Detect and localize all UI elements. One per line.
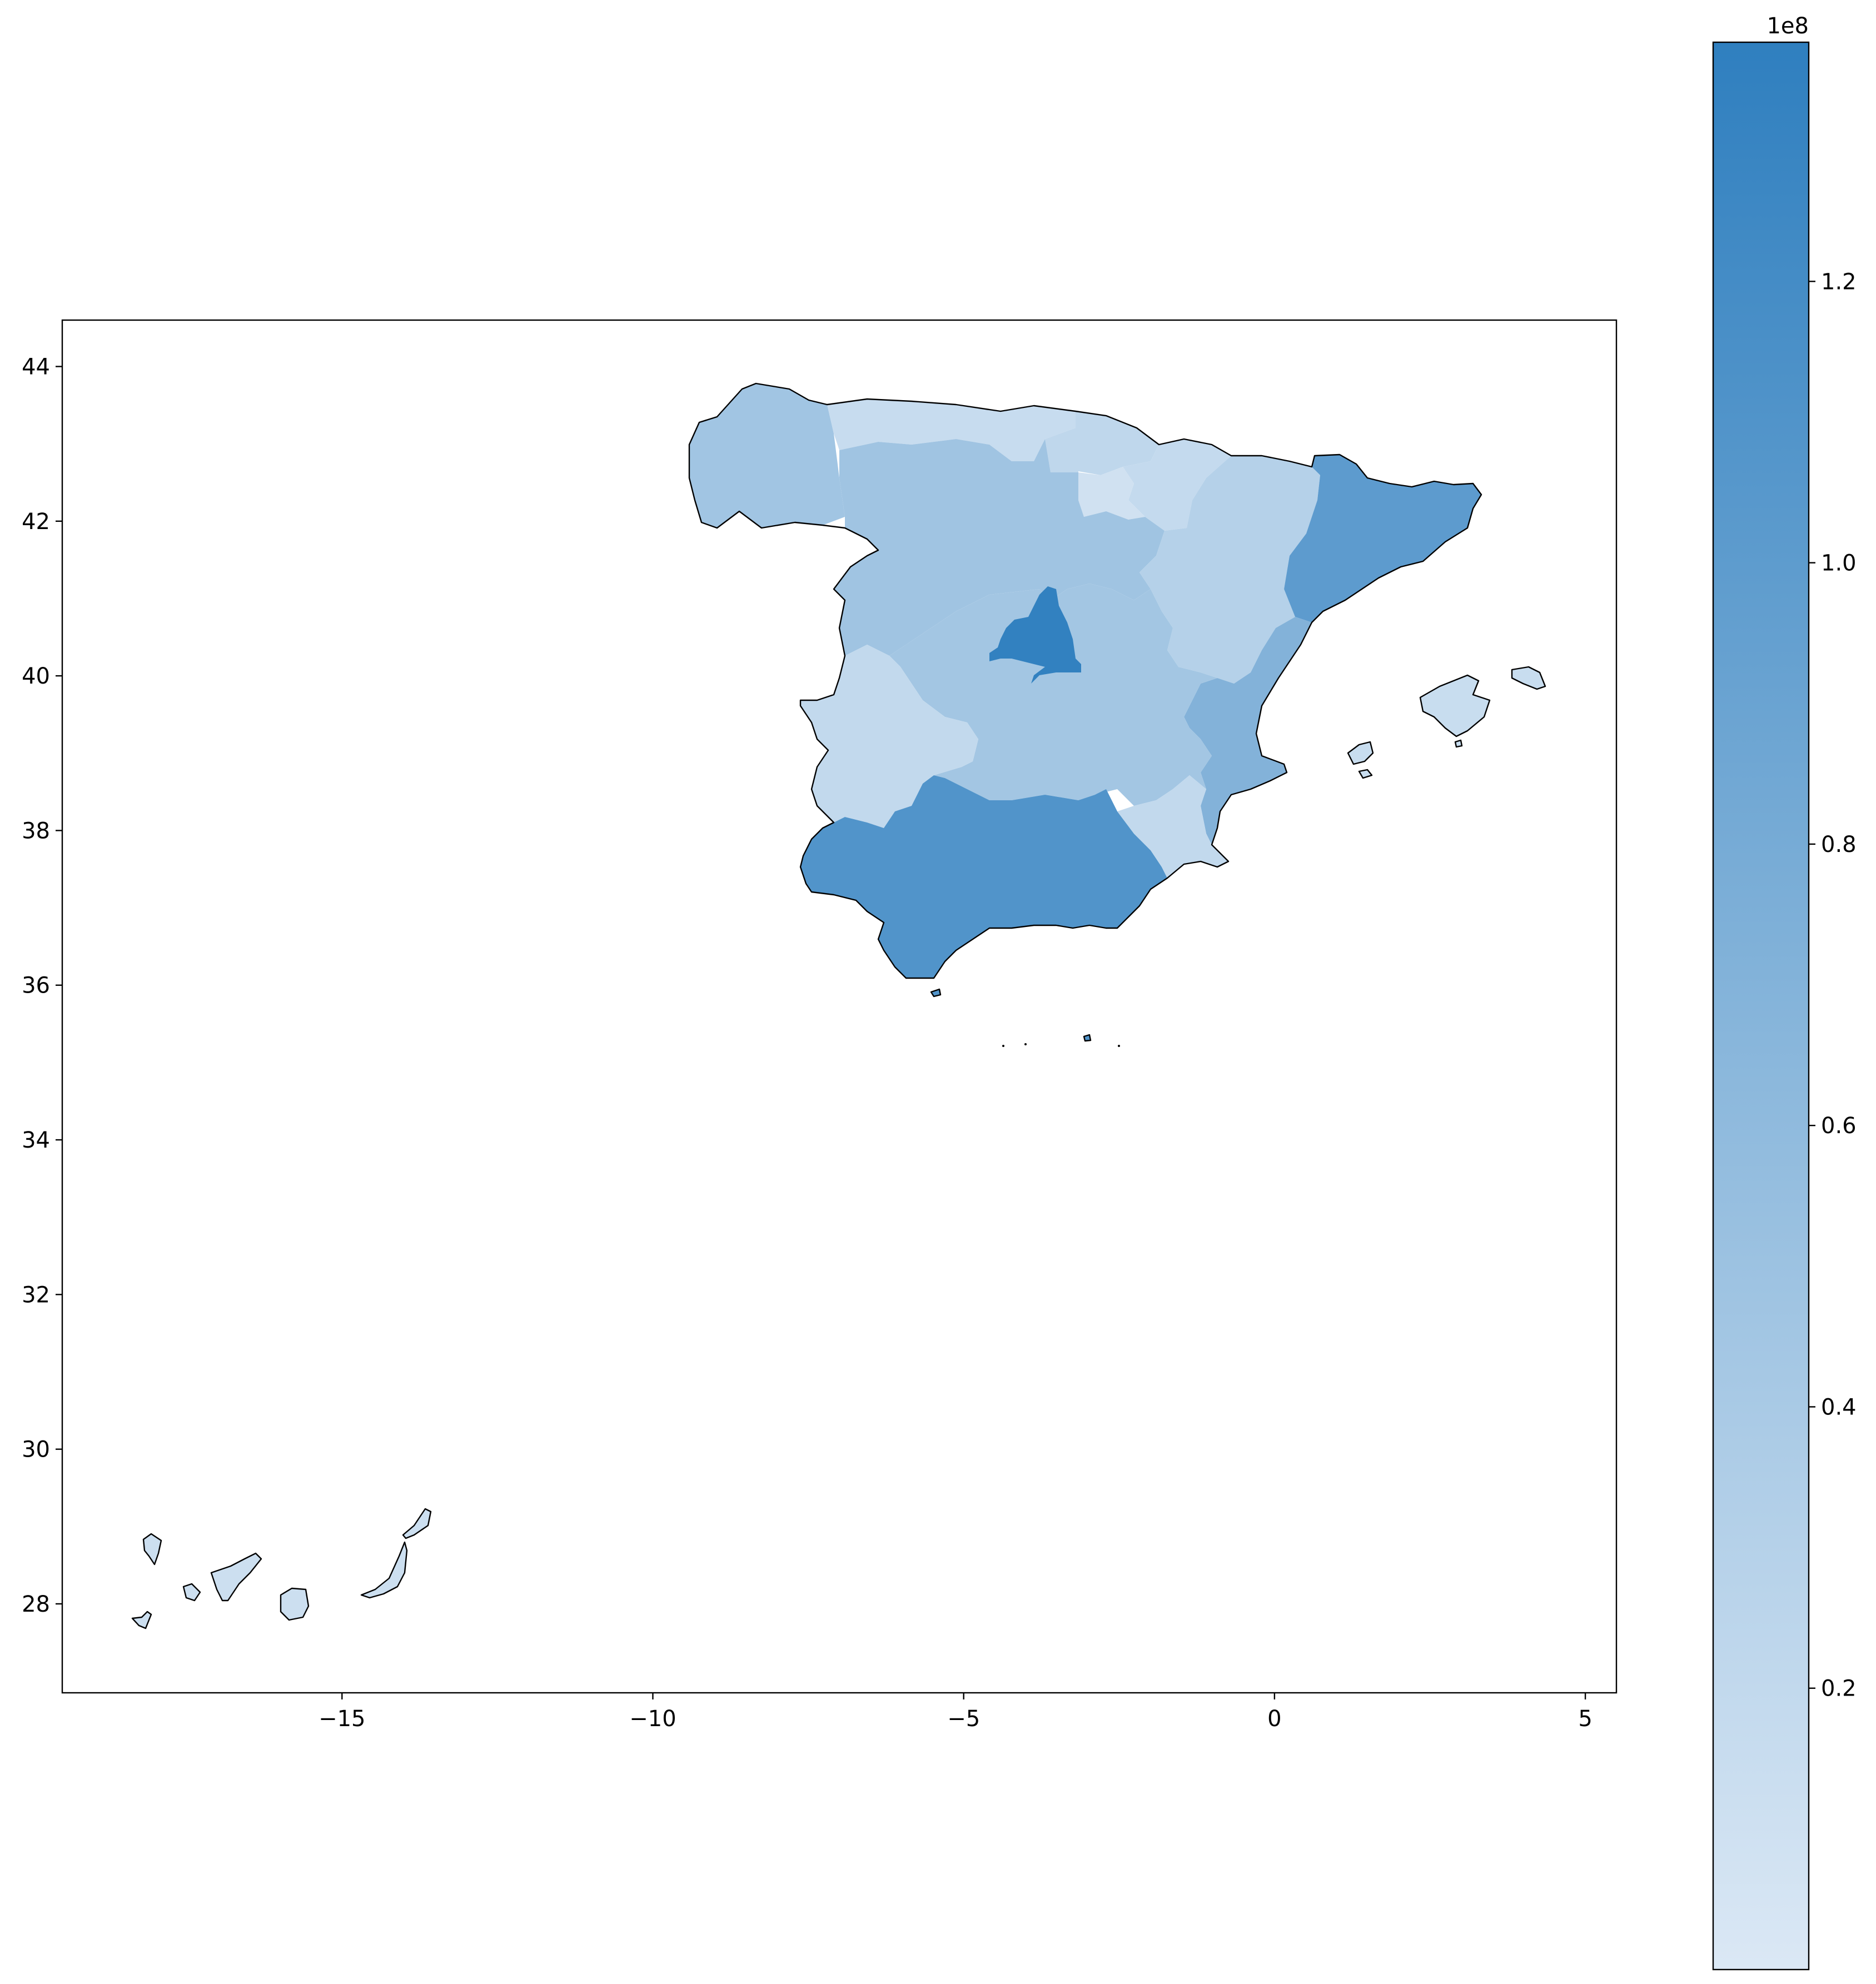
y-tick-label: 44 [22,354,50,380]
x-tick-label: −5 [947,1706,980,1732]
coastline-north [688,382,1482,979]
canary-islands [131,1508,432,1629]
y-tick-label: 28 [22,1592,50,1617]
y-tick-label: 36 [22,973,50,999]
y-tick-label: 42 [22,509,50,535]
region-aragon [1139,456,1320,684]
colorbar-offset-label: 1e8 [1766,13,1809,39]
island-cabrera [1454,739,1463,748]
islet-3 [1118,1045,1120,1047]
region-castilla-la-mancha [889,584,1217,806]
region-asturias-cantabria [827,399,1076,461]
y-tick-label: 40 [22,664,50,689]
region-valencia [1184,617,1312,845]
y-tick-label: 32 [22,1282,50,1308]
region-castilla-leon [834,439,1165,656]
colorbar-tick-label: 1.2 [1821,269,1857,295]
y-tick-label: 38 [22,818,50,844]
region-galicia [689,383,845,528]
island-formentera [1358,769,1373,779]
island-el-hierro [131,1611,152,1629]
region-madrid [989,586,1081,684]
island-melilla [1083,1034,1092,1042]
balearic-islands [1347,666,1546,779]
island-gran-canaria [280,1587,310,1621]
island-fuerteventura [360,1541,408,1599]
x-axis-ticks: −15 −10 −5 0 5 [319,1693,1593,1732]
x-tick-label: −10 [629,1706,676,1732]
region-murcia [1117,775,1228,878]
region-pais-vasco [1045,411,1159,475]
island-ceuta [930,988,942,998]
region-cataluna [1284,455,1481,622]
colorbar-tick-label: 0.4 [1821,1394,1857,1420]
region-la-rioja [1078,467,1145,520]
colorbar-tick-label: 0.2 [1821,1676,1857,1702]
island-ibiza [1347,741,1374,765]
island-lanzarote [402,1508,432,1539]
y-axis-ticks: 28 30 32 34 36 38 40 42 44 [22,354,62,1617]
x-tick-label: 0 [1267,1706,1281,1732]
island-la-palma [142,1533,162,1566]
island-menorca [1511,666,1546,690]
north-africa-territories [930,988,1120,1047]
islet-2 [1024,1043,1027,1045]
colorbar [1712,41,1810,1971]
colorbar-tick-label: 0.6 [1821,1113,1857,1139]
islet-1 [1002,1045,1004,1047]
island-mallorca [1419,674,1491,737]
x-tick-label: −15 [319,1706,365,1732]
island-tenerife [210,1552,262,1602]
region-extremadura [800,645,978,828]
y-tick-label: 34 [22,1128,50,1153]
island-la-gomera [182,1583,201,1602]
colorbar-tick-label: 1.0 [1821,551,1857,576]
colorbar-tick-label: 0.8 [1821,832,1857,858]
x-tick-label: 5 [1578,1706,1592,1732]
y-tick-label: 30 [22,1437,50,1463]
region-navarra [1123,439,1231,531]
colorbar-ticks: 0.2 0.4 0.6 0.8 1.0 1.2 [1809,269,1857,1702]
